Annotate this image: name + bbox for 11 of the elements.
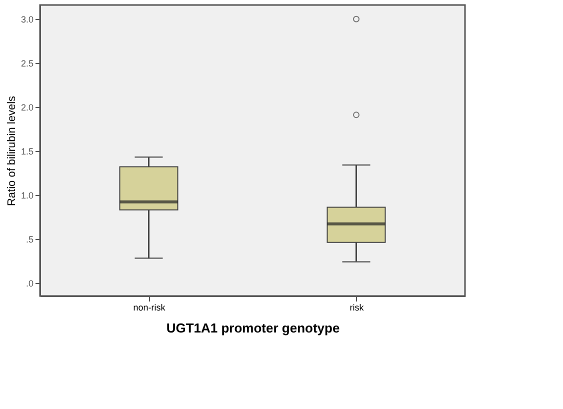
y-tick-label: .5 — [26, 234, 34, 244]
y-tick-label: 2.0 — [20, 102, 34, 112]
y-tick-label: 2.5 — [20, 58, 34, 69]
y-axis-title: Ratio of bilirubin levels — [6, 95, 18, 206]
x-tick-label: risk — [350, 302, 364, 312]
y-tick-label: 3.0 — [20, 14, 34, 25]
y-tick-label: .0 — [26, 278, 34, 288]
y-tick-label: 1.0 — [20, 190, 34, 200]
x-axis-title: UGT1A1 promoter genotype — [166, 320, 340, 336]
x-tick-label: non-risk — [133, 302, 166, 312]
y-tick-label: 1.5 — [20, 146, 34, 156]
